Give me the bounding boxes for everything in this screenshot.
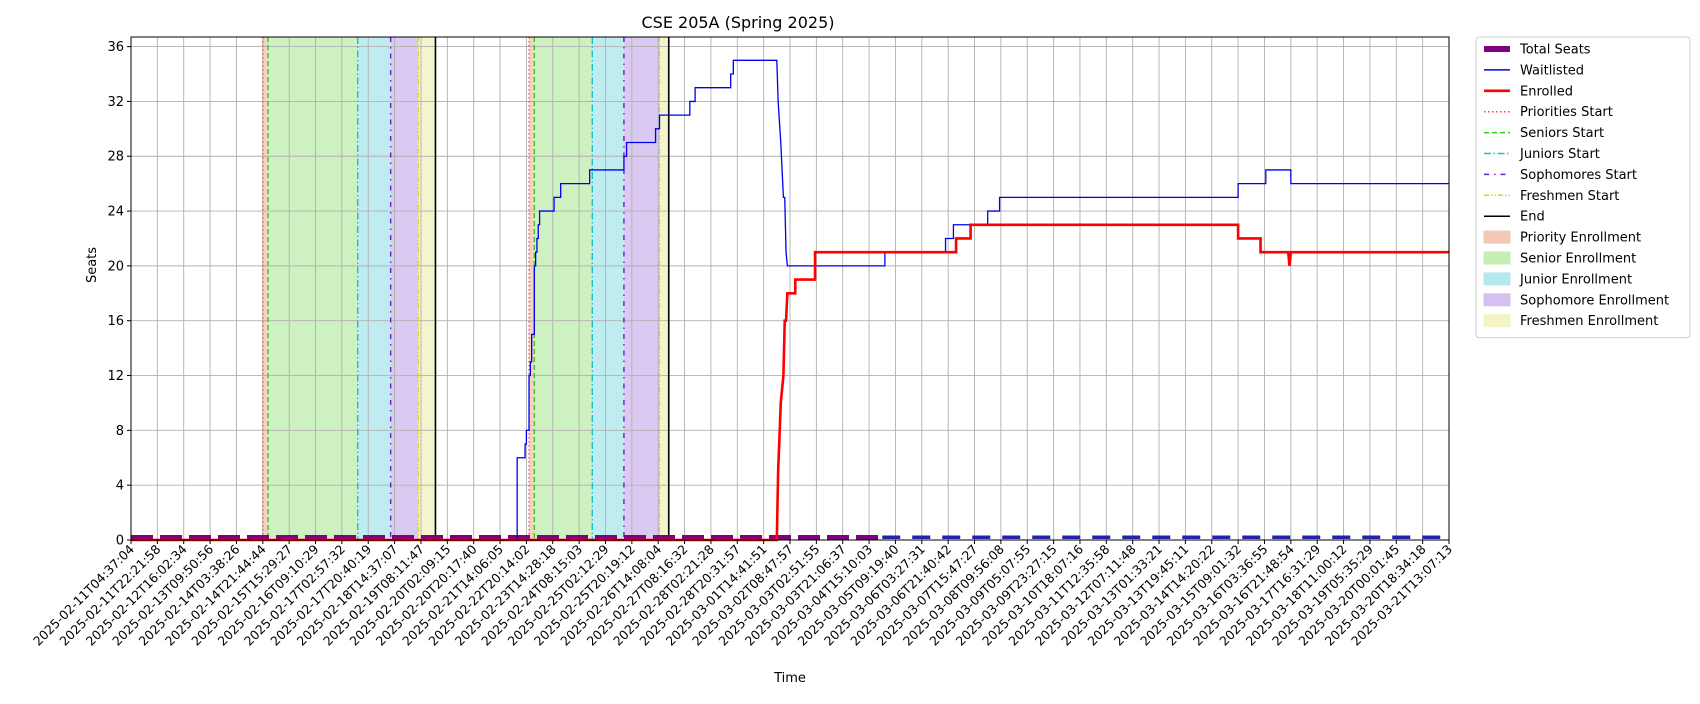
y-tick-label: 36 xyxy=(107,40,124,55)
legend-label: Senior Enrollment xyxy=(1520,252,1636,267)
legend-label: Priorities Start xyxy=(1520,105,1613,120)
legend-label: Waitlisted xyxy=(1520,63,1584,78)
phase-span-senior-enrollment xyxy=(534,37,593,540)
y-tick-label: 32 xyxy=(107,95,124,110)
legend: Total Seats Waitlisted Enrolled Priorities … xyxy=(1475,36,1691,339)
legend-item: Enrolled xyxy=(1484,84,1573,99)
legend-swatch xyxy=(1483,272,1511,286)
phase-span-sophomore-enrollment xyxy=(623,37,660,540)
phase-span-priority-enrollment xyxy=(529,37,535,540)
legend-item: Freshmen Enrollment xyxy=(1483,314,1658,329)
y-tick-label: 20 xyxy=(107,259,124,274)
y-tick-label: 12 xyxy=(107,369,124,384)
legend-label: Freshmen Start xyxy=(1520,189,1619,204)
chart-title: CSE 205A (Spring 2025) xyxy=(641,13,834,32)
series-enrolled-line xyxy=(131,223,1449,542)
legend-label: Priority Enrollment xyxy=(1520,231,1641,246)
legend-label: Freshmen Enrollment xyxy=(1520,314,1658,329)
legend-label: Seniors Start xyxy=(1520,126,1604,141)
x-axis-label: Time xyxy=(773,671,806,686)
y-tick-label: 4 xyxy=(116,479,124,494)
legend-swatch xyxy=(1483,251,1511,265)
phase-span-junior-enrollment xyxy=(357,37,391,540)
legend-label: Total Seats xyxy=(1519,43,1591,58)
series-waitlisted-line xyxy=(131,59,1449,541)
phase-span-sophomore-enrollment xyxy=(390,37,419,540)
legend-label: Sophomore Enrollment xyxy=(1520,293,1669,308)
legend-item: Waitlisted xyxy=(1484,63,1584,78)
legend-label: End xyxy=(1520,210,1545,225)
y-tick-label: 16 xyxy=(107,314,124,329)
y-tick-label: 24 xyxy=(107,205,124,220)
legend-item: Sophomore Enrollment xyxy=(1483,293,1669,308)
phase-span-freshmen-enrollment xyxy=(418,37,436,540)
legend-swatch xyxy=(1483,293,1511,307)
legend-box xyxy=(1475,36,1691,339)
legend-item: Priority Enrollment xyxy=(1483,230,1641,246)
legend-item: Freshmen Start xyxy=(1484,189,1619,204)
legend-swatch xyxy=(1483,314,1511,328)
legend-item: Total Seats xyxy=(1484,43,1591,58)
y-tick-label: 0 xyxy=(116,534,124,549)
phase-span-freshmen-enrollment xyxy=(659,37,669,540)
y-tick-label: 28 xyxy=(107,150,124,165)
legend-label: Enrolled xyxy=(1520,84,1573,99)
legend-item: Junior Enrollment xyxy=(1483,272,1632,287)
legend-item: Seniors Start xyxy=(1484,126,1604,141)
legend-item: Senior Enrollment xyxy=(1483,251,1636,267)
legend-item: Juniors Start xyxy=(1484,147,1600,162)
legend-label: Juniors Start xyxy=(1519,147,1600,162)
legend-item: End xyxy=(1484,210,1545,225)
legend-item: Sophomores Start xyxy=(1484,168,1637,183)
phase-span-junior-enrollment xyxy=(592,37,624,540)
phase-span-senior-enrollment xyxy=(268,37,358,540)
y-axis-label: Seats xyxy=(85,247,100,283)
legend-swatch xyxy=(1483,230,1511,244)
y-tick-label: 8 xyxy=(116,424,124,439)
legend-label: Junior Enrollment xyxy=(1519,272,1632,287)
legend-label: Sophomores Start xyxy=(1520,168,1637,183)
legend-item: Priorities Start xyxy=(1484,105,1613,120)
phase-span-priority-enrollment xyxy=(262,37,269,540)
